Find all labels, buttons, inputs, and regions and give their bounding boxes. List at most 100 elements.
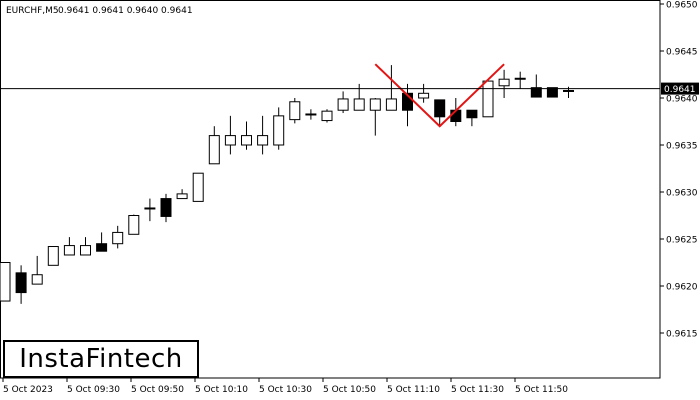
candle-body-bull: [273, 115, 285, 146]
candle: [450, 98, 462, 127]
candle-body-bear: [402, 92, 413, 111]
current-price-line: 0.9641: [0, 82, 699, 95]
candle: [192, 172, 204, 202]
candle-body-bull: [321, 110, 333, 122]
candle-body-bull: [289, 101, 301, 121]
candle-body-bull: [144, 207, 156, 210]
candle-body-bear: [530, 87, 542, 98]
price-tag-label: 0.9641: [664, 85, 696, 95]
y-tick-label: 0.9620: [666, 283, 698, 293]
candle: [160, 193, 172, 223]
candle-body-bear: [434, 99, 446, 118]
candle-body-bull: [47, 246, 59, 266]
candle-body-bull: [192, 172, 204, 202]
candle-body-bull: [31, 274, 43, 285]
candle-body-bull: [112, 231, 124, 245]
x-tick-label: 5 Oct 2023: [3, 385, 53, 395]
candle: [418, 83, 430, 103]
candle: [257, 115, 269, 155]
price-tag: [661, 82, 699, 95]
candle: [224, 115, 236, 155]
plot-border: [0, 0, 661, 379]
candle: [321, 109, 333, 123]
candle-body-bull: [224, 135, 236, 146]
candle: [369, 98, 381, 136]
x-axis: 5 Oct 2023 5 Oct 09:30 5 Oct 09:50 5 Oct 10…: [2, 378, 568, 395]
candle-body-bear: [160, 198, 172, 217]
candle-body-bull: [257, 135, 269, 146]
candle: [546, 87, 558, 98]
candle: [31, 255, 43, 285]
x-tick-label: 5 Oct 11:30: [451, 385, 504, 395]
candle: [96, 232, 108, 252]
candle: [80, 237, 91, 256]
candle: [128, 214, 140, 235]
candle-body-bear: [466, 109, 478, 119]
x-tick-label: 5 Oct 10:30: [259, 385, 312, 395]
double-top-pattern: [374, 63, 505, 128]
chart-frame: [0, 0, 661, 379]
x-tick-label: 5 Oct 11:10: [387, 385, 440, 395]
candle-body-bull: [0, 262, 11, 302]
y-tick-label: 0.9650: [666, 1, 698, 11]
candle-body-bull: [482, 80, 494, 118]
instafintech-logo: InstaFintech: [3, 340, 199, 378]
y-tick-label: 0.9625: [666, 236, 698, 246]
candle-body-bear: [96, 243, 108, 252]
candle: [0, 262, 11, 302]
chart-header-symbol: EURCHF,M5: [6, 6, 59, 16]
y-tick-label: 0.9630: [666, 189, 698, 199]
candle: [353, 83, 365, 111]
candle-body-bull: [63, 245, 75, 256]
candle: [15, 265, 27, 304]
candle: [385, 65, 397, 111]
candle: [112, 225, 124, 249]
candles-layer: [0, 65, 574, 304]
candle-body-bull: [385, 98, 397, 111]
candle-body-bull: [353, 98, 365, 111]
x-tick-label: 5 Oct 11:50: [515, 385, 568, 395]
x-tick-label: 5 Oct 09:50: [131, 385, 184, 395]
candle: [289, 98, 301, 124]
candle: [176, 189, 188, 200]
candle-body-bear: [15, 272, 27, 294]
candle: [337, 91, 349, 114]
candle-body-bear: [546, 87, 558, 98]
y-tick-label: 0.9635: [666, 142, 698, 152]
candle-body-bull: [337, 98, 349, 111]
chart-header-ohlc: 0.9641 0.9641 0.9640 0.9641: [58, 6, 193, 16]
candle-body-bull: [514, 77, 526, 80]
candle: [434, 99, 446, 127]
candle-body-bull: [305, 113, 317, 116]
candle: [514, 71, 526, 89]
candle-body-bull: [128, 215, 140, 235]
candle-body-bull: [241, 135, 252, 146]
candle: [305, 109, 317, 120]
y-tick-label: 0.9640: [666, 95, 698, 105]
candle: [63, 237, 75, 256]
candle: [47, 246, 59, 266]
candle: [482, 79, 494, 118]
candle: [208, 126, 220, 165]
candle-body-bull: [418, 92, 430, 99]
candle-body-bull: [176, 193, 188, 200]
candle-body-bull: [563, 89, 574, 92]
candle-body-bull: [208, 135, 220, 165]
x-tick-label: 5 Oct 10:10: [195, 385, 248, 395]
candle: [498, 69, 510, 98]
pattern-line: [374, 63, 505, 128]
y-axis: 0.9650 0.9645 0.9640 0.9635 0.9630 0.9625 0.96…: [660, 1, 698, 340]
candle-body-bull: [369, 98, 381, 111]
x-tick-label: 5 Oct 09:30: [67, 385, 120, 395]
candle: [273, 107, 285, 150]
y-tick-label: 0.9645: [666, 48, 698, 58]
candle: [241, 121, 252, 150]
candle: [402, 83, 413, 127]
x-tick-label: 5 Oct 10:50: [323, 385, 376, 395]
candle-body-bull: [80, 245, 91, 256]
candle-body-bull: [498, 78, 510, 87]
candle: [530, 74, 542, 98]
candle: [144, 198, 156, 222]
y-tick-label: 0.9615: [666, 330, 698, 340]
